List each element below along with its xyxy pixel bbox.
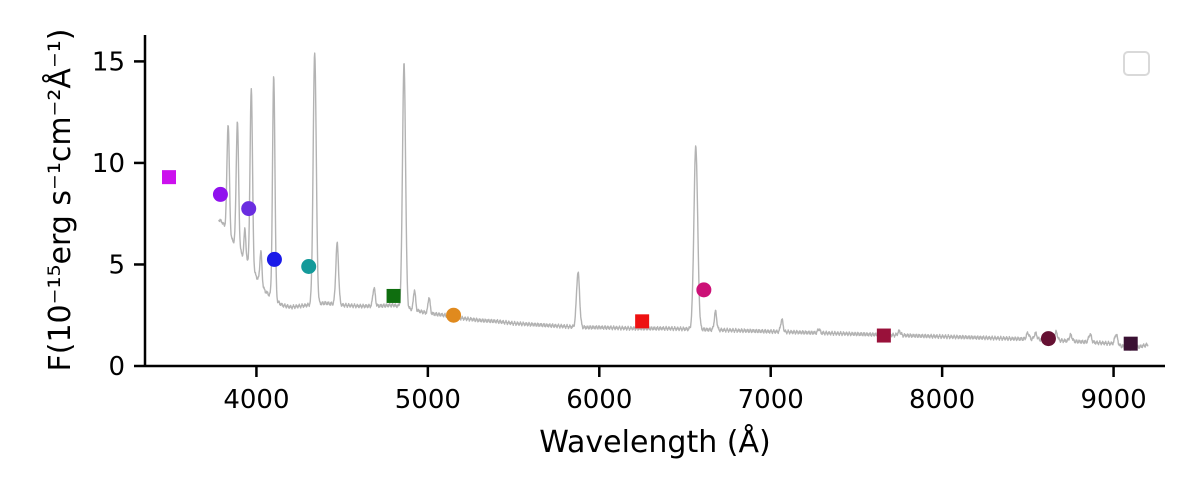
- x-ticks: 4000 5000 6000 7000 8000 9000: [223, 366, 1147, 415]
- photometry-circle-marker: [696, 282, 712, 298]
- legend: [1123, 51, 1150, 76]
- spectrum-line: [218, 52, 1149, 351]
- photometry-square-marker: [1123, 336, 1138, 351]
- axes: [143, 35, 1165, 368]
- photometry-circle-marker: [212, 186, 228, 202]
- x-axis-label: Wavelength (Å): [539, 424, 770, 460]
- photometry-circle-marker: [1040, 331, 1056, 347]
- y-tick-label: 15: [92, 47, 125, 77]
- y-axis-label: F(10⁻¹⁵erg s⁻¹cm⁻²Å⁻¹): [42, 28, 78, 371]
- photometry-circle-marker: [266, 251, 282, 267]
- photometry-square-marker: [876, 328, 891, 343]
- y-tick-label: 5: [108, 250, 125, 280]
- x-tick-label: 7000: [738, 385, 804, 415]
- plot-area: [162, 52, 1149, 351]
- photometry-circle-marker: [241, 201, 257, 217]
- photometry-circle-marker: [301, 258, 317, 274]
- y-tick-label: 0: [108, 352, 125, 382]
- x-tick-label: 9000: [1080, 385, 1146, 415]
- photometry-square-marker: [162, 170, 176, 185]
- x-tick-label: 6000: [566, 385, 632, 415]
- legend-box: [1123, 51, 1150, 76]
- x-tick-label: 8000: [909, 385, 975, 415]
- photometry-circle-marker: [446, 307, 462, 323]
- photometry-square-marker: [635, 314, 650, 329]
- photometry-square-marker: [386, 288, 401, 303]
- x-tick-label: 5000: [395, 385, 461, 415]
- x-tick-label: 4000: [223, 385, 289, 415]
- y-tick-label: 10: [92, 149, 125, 179]
- y-ticks: 0 5 10 15: [92, 47, 145, 382]
